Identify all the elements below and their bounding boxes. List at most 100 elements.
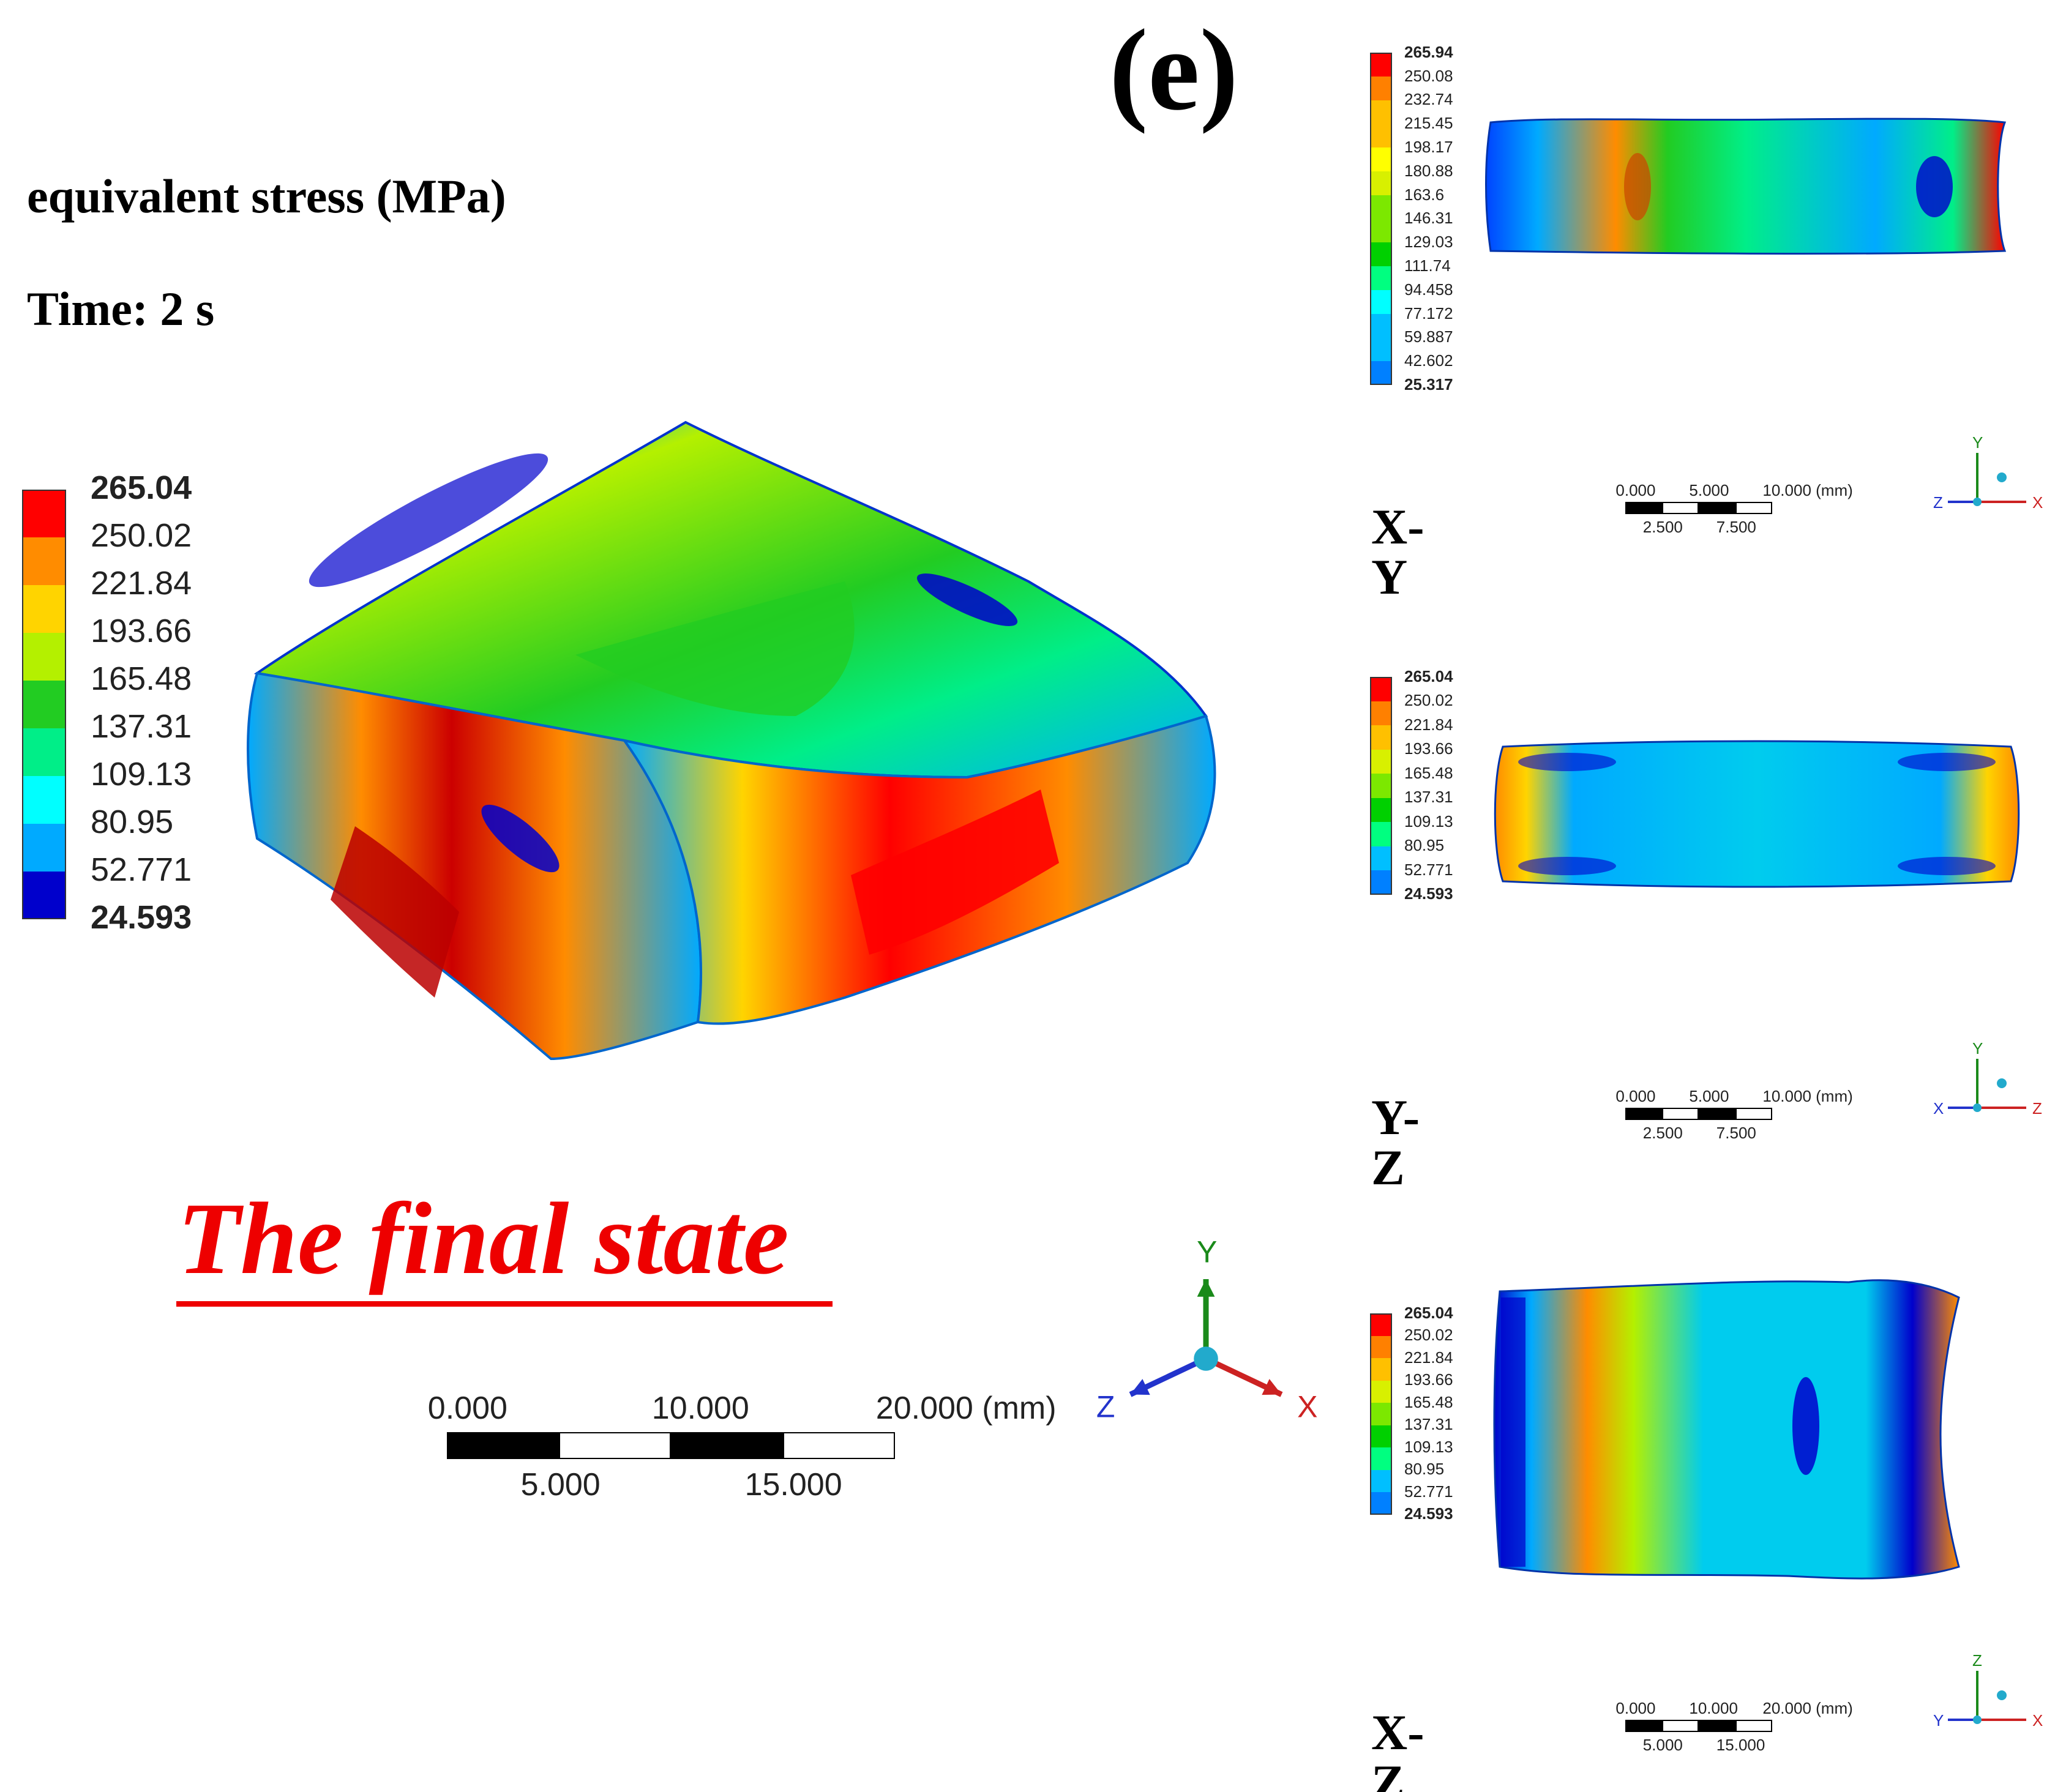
legend-value: 215.45: [1404, 114, 1453, 133]
legend-color-band: [1370, 1380, 1392, 1403]
legend-value: 94.458: [1404, 280, 1453, 299]
triad-sphere: [1997, 1078, 2007, 1088]
triad-label: Z: [1933, 493, 1943, 512]
legend-value: 221.84: [1404, 715, 1453, 734]
specimen-body: [1493, 1279, 1960, 1580]
specimen-body: [1485, 118, 2007, 255]
triad-sphere: [1997, 472, 2007, 482]
legend-value: 52.771: [91, 851, 192, 889]
legend-value: 24.593: [1404, 1504, 1453, 1523]
legend-color-band: [1370, 76, 1392, 100]
legend-value: 146.31: [1404, 209, 1453, 228]
triad-x-label: X: [1297, 1389, 1317, 1424]
legend-color-band: [1370, 870, 1392, 895]
legend-value: 109.13: [1404, 812, 1453, 831]
view-x-z-shape: [1493, 1279, 1960, 1580]
legend-color-band: [22, 872, 66, 919]
legend-value: 129.03: [1404, 233, 1453, 252]
legend-value: 42.602: [1404, 351, 1453, 370]
legend-value: 193.66: [1404, 739, 1453, 758]
legend-border: [1370, 1313, 1392, 1515]
scale-segment: [1699, 502, 1735, 514]
low-stress-zone: [1518, 753, 1616, 771]
triad-y-label: Y: [1197, 1235, 1217, 1269]
view-scale-bar: 0.000 5.000 10.000 (mm) 2.500 7.500: [1567, 465, 1852, 551]
view-color-legend: 265.94 250.08 232.74 215.45 198.17 180.88 163.…: [1370, 43, 1492, 410]
scale-label-bottom: 15.000: [1716, 1735, 1765, 1754]
triad-origin: [1973, 1103, 1982, 1112]
legend-color-band: [1370, 1447, 1392, 1470]
legend-color-band: [1370, 218, 1392, 243]
legend-color-band: [22, 824, 66, 872]
triad-label: Y: [1972, 1039, 1983, 1058]
legend-color-band: [1370, 774, 1392, 798]
triad-label: X: [1933, 1099, 1944, 1118]
legend-value: 80.95: [91, 804, 174, 841]
legend-color-band: [1370, 147, 1392, 171]
view-name: X-Y: [1371, 499, 1424, 605]
scale-segment: [1699, 1108, 1735, 1120]
legend-value: 165.48: [1404, 763, 1453, 782]
scale-label-top: 5.000: [1689, 1086, 1729, 1105]
legend-value: 25.317: [1404, 375, 1453, 394]
legend-color-band: [1370, 124, 1392, 148]
legend-border: [1370, 677, 1392, 895]
view-axis-triad: Z X Y: [1933, 1651, 2043, 1730]
legend-value: 265.04: [1404, 1303, 1453, 1322]
low-stress-zone: [1518, 857, 1616, 875]
view-color-legend: 265.04 250.02 221.84 193.66 165.48 137.31 109.…: [1370, 1304, 1492, 1671]
triad-label: Y: [1972, 433, 1983, 452]
view-name: X-Z: [1371, 1704, 1424, 1792]
legend-value: 77.172: [1404, 304, 1453, 323]
scale-label-top: 0.000: [1615, 1698, 1656, 1717]
scale-label-bottom: 2.500: [1642, 517, 1683, 536]
legend-value: 59.887: [1404, 327, 1453, 346]
legend-color-band: [1370, 846, 1392, 870]
legend-color-band: [1370, 53, 1392, 77]
legend-value: 250.08: [1404, 66, 1453, 85]
high-stress-zone: [1624, 153, 1651, 220]
legend-value: 137.31: [91, 708, 192, 745]
legend-value: 165.48: [1404, 1392, 1453, 1411]
main-scale-bar: 0.000 10.000 20.000 (mm) 5.000 15.000: [392, 1389, 1077, 1512]
low-stress-zone: [1898, 857, 1996, 875]
view-y-z-shape: [1494, 740, 2020, 888]
view-scale-bar: 0.000 5.000 10.000 (mm) 2.500 7.500: [1567, 1071, 1852, 1157]
legend-value: 180.88: [1404, 161, 1453, 180]
legend-value: 109.13: [91, 756, 192, 793]
triad-label: X: [2032, 493, 2043, 512]
triad-z-label: Z: [1096, 1389, 1115, 1424]
legend-color-band: [1370, 797, 1392, 822]
legend-color-band: [1370, 1425, 1392, 1447]
scale-label-top: 0.000: [1615, 1086, 1656, 1105]
legend-value: 232.74: [1404, 90, 1453, 109]
low-stress-zone: [1792, 1377, 1819, 1475]
legend-color-band: [1370, 725, 1392, 750]
triad-origin: [1973, 498, 1982, 506]
legend-color-band: [22, 633, 66, 681]
scale-label-top: 10.000 (mm): [1762, 1086, 1853, 1105]
legend-border: [22, 490, 66, 919]
legend-color-band: [1370, 1492, 1392, 1515]
legend-color-band: [1370, 337, 1392, 362]
legend-color-band: [1370, 195, 1392, 219]
low-stress-zone: [1916, 156, 1953, 217]
scale-label-bottom: 5.000: [520, 1466, 601, 1503]
triad-label: Z: [2032, 1099, 2042, 1118]
legend-value: 265.94: [1404, 42, 1453, 61]
legend-color-band: [1370, 1335, 1392, 1358]
legend-color-band: [1370, 290, 1392, 314]
scale-segment: [447, 1432, 559, 1459]
legend-color-band: [1370, 701, 1392, 725]
legend-value: 193.66: [91, 613, 192, 650]
low-stress-zone: [1898, 753, 1996, 771]
scale-label-top: 10.000: [651, 1391, 749, 1426]
scale-segment: [1735, 502, 1772, 514]
triad-z-arrow: [1130, 1379, 1150, 1395]
scale-segment: [783, 1432, 895, 1459]
view-color-legend: 265.04 250.02 221.84 193.66 165.48 137.31 109.…: [1370, 667, 1492, 1034]
legend-value: 250.02: [91, 517, 192, 554]
scale-segment: [1662, 502, 1699, 514]
legend-color-band: [1370, 100, 1392, 124]
